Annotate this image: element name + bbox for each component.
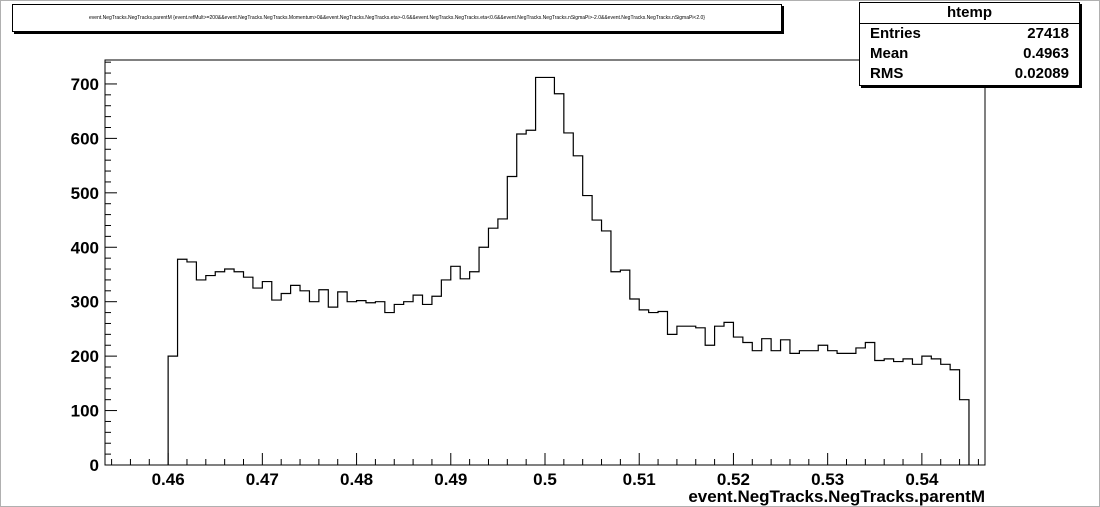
stats-label: Mean	[870, 45, 909, 62]
x-tick-label: 0.53	[811, 470, 844, 489]
y-tick-label: 400	[71, 238, 99, 257]
x-tick-label: 0.51	[623, 470, 656, 489]
x-tick-label: 0.47	[246, 470, 279, 489]
stats-row-entries: Entries 27418	[860, 24, 1079, 44]
y-tick-label: 700	[71, 75, 99, 94]
y-tick-label: 100	[71, 402, 99, 421]
y-tick-label: 0	[90, 456, 99, 475]
x-tick-label: 0.48	[340, 470, 373, 489]
plot-frame	[104, 59, 986, 466]
y-tick-label: 600	[71, 129, 99, 148]
y-tick-label: 500	[71, 184, 99, 203]
stats-row-mean: Mean 0.4963	[860, 44, 1079, 64]
y-tick-label: 200	[71, 347, 99, 366]
stats-box: htemp Entries 27418 Mean 0.4963 RMS 0.02…	[859, 2, 1080, 86]
histogram-title-box: event.NegTracks.NegTracks.parentM {event…	[12, 4, 782, 32]
histogram-line	[167, 76, 970, 465]
x-tick-label: 0.46	[152, 470, 185, 489]
stats-label: RMS	[870, 65, 904, 82]
x-tick-label: 0.54	[905, 470, 939, 489]
x-tick-label: 0.49	[434, 470, 467, 489]
x-tick-label: 0.52	[717, 470, 750, 489]
y-tick-label: 300	[71, 293, 99, 312]
stats-title: htemp	[860, 3, 1079, 24]
stats-row-rms: RMS 0.02089	[860, 64, 1079, 84]
stats-value: 27418	[1027, 25, 1069, 42]
x-tick-label: 0.5	[533, 470, 557, 489]
x-axis-label: event.NegTracks.NegTracks.parentM	[688, 487, 985, 506]
stats-value: 0.4963	[1023, 45, 1069, 62]
stats-label: Entries	[870, 25, 921, 42]
histogram-title: event.NegTracks.NegTracks.parentM {event…	[89, 15, 705, 21]
stats-value: 0.02089	[1014, 65, 1069, 82]
